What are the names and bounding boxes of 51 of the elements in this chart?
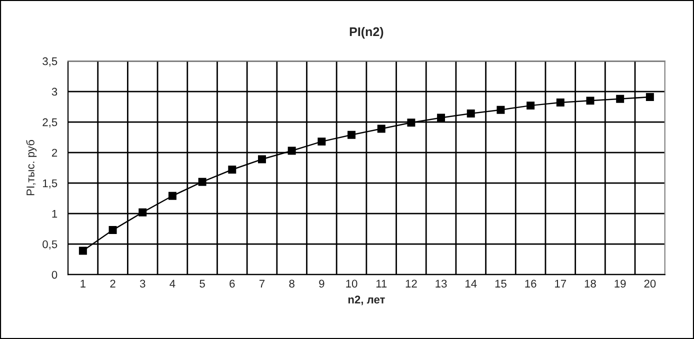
y-tick-label: 0 [52, 270, 58, 279]
point [228, 166, 236, 174]
x-tick-label: 2 [110, 280, 116, 288]
point [586, 96, 594, 105]
x-tick-label: 7 [259, 280, 265, 288]
y-tick-label: 3 [52, 88, 58, 96]
x-tick-label: 8 [289, 280, 294, 288]
x-tick-label: 6 [230, 280, 235, 288]
point [78, 246, 87, 255]
y-tick-label: 2 [52, 148, 58, 157]
x-tick-label: 1 [80, 280, 86, 288]
x-tick-label: 10 [346, 280, 358, 288]
x-tick-label: 16 [525, 280, 536, 288]
x-tick-label: 5 [200, 280, 205, 288]
y-tick-label: 1,5 [43, 179, 58, 189]
point [616, 94, 624, 103]
x-tick-label: 11 [376, 280, 387, 288]
x-tick-label: 3 [140, 280, 146, 288]
x-tick-label: 14 [466, 280, 477, 288]
point [108, 226, 117, 234]
x-tick-label: 13 [436, 280, 447, 288]
x-tick-label: 19 [614, 280, 626, 288]
x-tick-label: 17 [555, 280, 566, 288]
point [288, 146, 296, 155]
point [198, 178, 206, 186]
point [526, 102, 535, 110]
x-tick-label: 15 [495, 280, 506, 288]
point [318, 138, 326, 146]
point [556, 98, 564, 107]
point [437, 114, 446, 122]
y-tick-label: 1 [52, 210, 58, 218]
x-tick-label: 12 [406, 280, 417, 288]
y-tick-label: 0,5 [42, 240, 58, 250]
point [348, 130, 356, 139]
x-tick-label: 9 [319, 280, 324, 288]
point [466, 110, 475, 118]
point [496, 106, 505, 114]
chart-title: PI(n2) [350, 26, 384, 39]
point [138, 208, 147, 216]
x-tick-label: 18 [584, 280, 596, 288]
x-tick-label: 4 [170, 280, 176, 288]
y-tick-label: 3,5 [42, 57, 58, 66]
point [168, 192, 176, 200]
y-axis-title: PI,тыс. руб [26, 140, 37, 196]
point [407, 118, 416, 127]
point [258, 155, 266, 164]
y-tick-label: 2,5 [42, 118, 58, 128]
point [646, 93, 654, 102]
x-tick-label: 20 [644, 280, 656, 288]
point [377, 124, 386, 133]
x-axis-title: n2, лет [348, 296, 385, 306]
